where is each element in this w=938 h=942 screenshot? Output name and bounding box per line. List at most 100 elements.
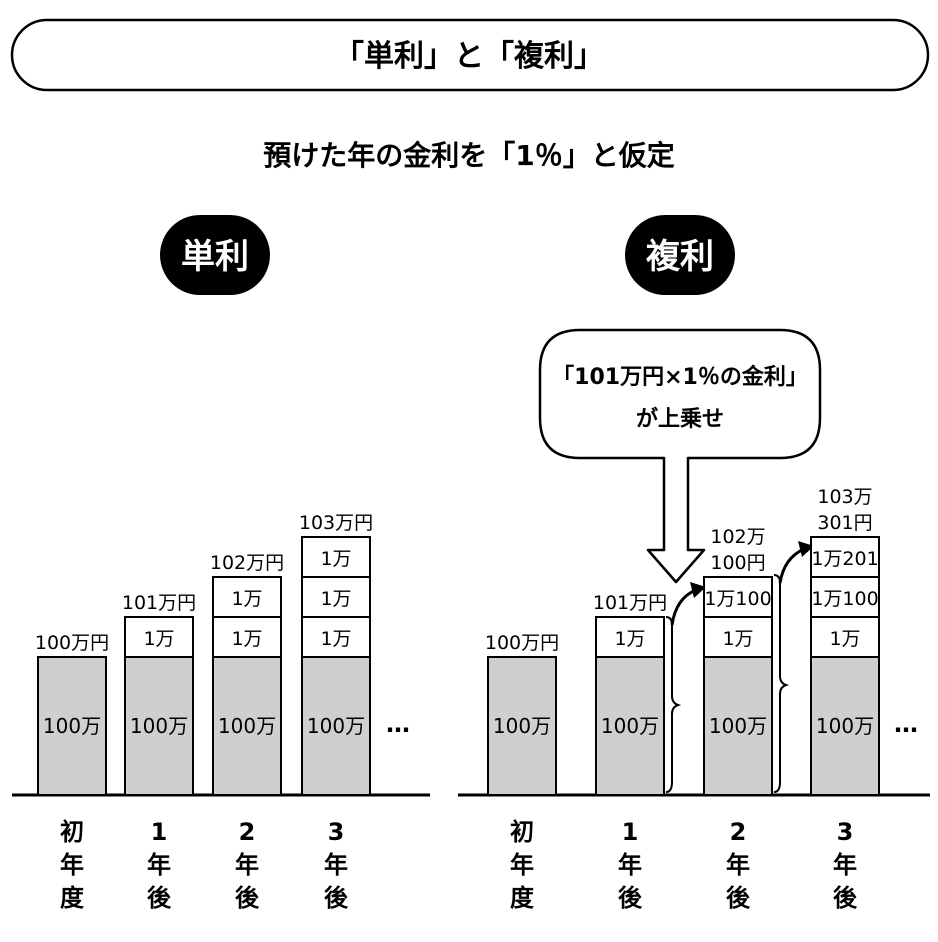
column: 100万 1万 101万円 1 年後 (122, 592, 196, 912)
year-axis-label: 年 (833, 851, 857, 879)
title-banner: 「単利」と「複利」 (10, 18, 930, 92)
arrow-shaft-1 (670, 588, 697, 626)
interest-cell (212, 576, 282, 618)
callout-shape (538, 328, 822, 584)
principal-bar (212, 656, 282, 796)
year-axis-label: 度 (510, 884, 535, 912)
interest-cell (810, 576, 880, 618)
interest-cell-label: 1万 (829, 628, 860, 650)
principal-label: 100万 (307, 714, 365, 738)
interest-cell-label: 1万 (231, 588, 262, 610)
total-amount-label: 102万 (710, 526, 765, 548)
principal-bar (37, 656, 107, 796)
interest-cell (301, 536, 371, 578)
year-axis-label: 年 (235, 851, 259, 879)
interest-cell (703, 576, 773, 618)
interest-cell-label: 1万100 (704, 588, 771, 610)
principal-bar (487, 656, 557, 796)
simple-ellipsis: … (386, 710, 410, 738)
interest-cell-label: 1万100 (811, 588, 878, 610)
year-axis-label: 年 (618, 851, 642, 879)
year-axis-label: 3 (837, 818, 854, 846)
year-axis-label: 年 (726, 851, 750, 879)
total-amount-label: 103万円 (299, 512, 373, 534)
year-axis-label: 3 (328, 818, 345, 846)
compound-ellipsis: … (894, 710, 918, 738)
interest-cell (301, 616, 371, 658)
compound-badge-pill (625, 215, 735, 295)
simple-interest-badge: 単利 (160, 215, 270, 295)
principal-bar (595, 656, 665, 796)
column: 100万 1万 1万100 102万 100円 2 年後 (703, 526, 773, 912)
title-text: 「単利」と「複利」 (334, 39, 604, 74)
interest-cell-label: 1万 (320, 548, 351, 570)
arrow-shaft-2 (778, 547, 805, 584)
year-axis-label: 後 (618, 884, 643, 912)
interest-cell (810, 536, 880, 578)
year-axis-label: 後 (833, 884, 858, 912)
column: 100万 1万 101万円 1 年後 (593, 592, 667, 912)
year-axis-label: 2 (239, 818, 256, 846)
total-amount-label: 301円 (817, 512, 872, 534)
interest-cell-label: 1万 (231, 628, 262, 650)
year-axis-label: 後 (726, 884, 751, 912)
interest-cell-label: 1万 (722, 628, 753, 650)
total-amount-label: 101万円 (122, 592, 196, 614)
year-axis-label: 後 (235, 884, 260, 912)
principal-label: 100万 (816, 714, 874, 738)
principal-label: 100万 (218, 714, 276, 738)
interest-cell (124, 616, 194, 658)
column: 100万 1万 1万 102万円 2 年後 (210, 552, 284, 912)
year-axis-label: 年 (324, 851, 348, 879)
brace-year2 (773, 574, 790, 793)
title-frame (10, 18, 930, 92)
compound-badge-label: 複利 (646, 237, 714, 277)
interest-cell (301, 576, 371, 618)
interest-cell (595, 616, 665, 658)
year-axis-label: 初 (60, 818, 84, 846)
simple-badge-label: 単利 (181, 237, 249, 277)
interest-cell-label: 1万 (320, 588, 351, 610)
callout-line-2: が上乗せ (636, 406, 724, 432)
callout-line-1: 「101万円×1％の金利」 (552, 364, 808, 390)
growth-connector-2 (773, 541, 814, 793)
year-axis-label: 後 (147, 884, 172, 912)
subtitle-text: 預けた年の金利を「1％」と仮定 (263, 139, 674, 172)
principal-label: 100万 (43, 714, 101, 738)
principal-label: 100万 (709, 714, 767, 738)
simple-badge-pill (160, 215, 270, 295)
principal-label: 100万 (493, 714, 551, 738)
growth-connector-1 (665, 582, 706, 793)
total-amount-label: 101万円 (593, 592, 667, 614)
column: 100万 1万 1万100 1万201 103万 301円 3 年後 (810, 486, 880, 912)
year-axis-label: 年 (60, 851, 84, 879)
principal-bar (703, 656, 773, 796)
year-axis-label: 年 (510, 851, 534, 879)
interest-cell-label: 1万201 (811, 548, 878, 570)
year-axis-label: 2 (730, 818, 747, 846)
year-axis-label: 度 (60, 884, 85, 912)
principal-bar (301, 656, 371, 796)
total-amount-label: 103万 (817, 486, 872, 508)
arrow-head-1 (690, 582, 706, 598)
interest-cell-label: 1万 (143, 628, 174, 650)
principal-bar (810, 656, 880, 796)
total-amount-label: 100万円 (485, 632, 559, 654)
year-axis-label: 初 (510, 818, 534, 846)
principal-label: 100万 (130, 714, 188, 738)
total-amount-label: 100円 (710, 552, 765, 574)
principal-bar (124, 656, 194, 796)
principal-label: 100万 (601, 714, 659, 738)
column: 100万 1万 1万 1万 103万円 3 年後 (299, 512, 373, 912)
year-axis-label: 年 (147, 851, 171, 879)
interest-cell-label: 1万 (320, 628, 351, 650)
total-amount-label: 100万円 (35, 632, 109, 654)
interest-cell-label: 1万 (614, 628, 645, 650)
